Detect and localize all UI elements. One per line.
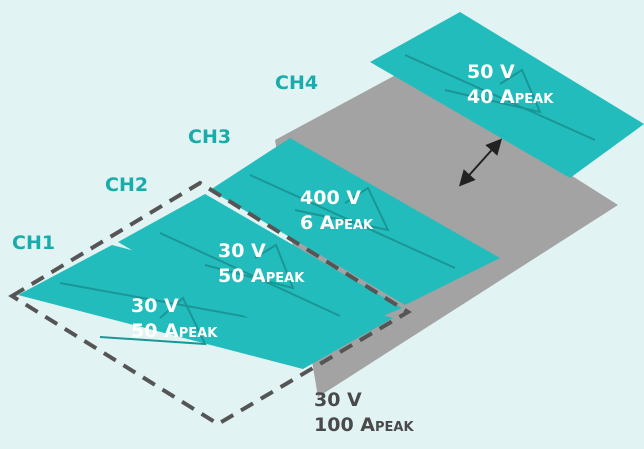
ch3-panel <box>210 138 500 305</box>
ch2-current: 50 APEAK <box>218 265 305 287</box>
ch3-current: 6 APEAK <box>300 212 374 234</box>
ch4-panel <box>370 12 644 178</box>
combined-spec: 30 V 100 APEAK <box>314 388 414 440</box>
ch1-label: CH1 <box>12 232 56 254</box>
ch2-panel <box>118 194 402 350</box>
ch4-current: 40 APEAK <box>467 86 554 108</box>
ch3-spec: 400 V 6 APEAK <box>300 186 373 238</box>
ch1-spec: 30 V 50 APEAK <box>131 294 217 346</box>
combined-voltage: 30 V <box>314 389 362 411</box>
ch4-spec: 50 V 40 APEAK <box>467 60 553 112</box>
ch1-current: 50 APEAK <box>131 320 218 342</box>
ch3-label: CH3 <box>188 126 232 148</box>
ch4-voltage: 50 V <box>467 61 515 83</box>
ch3-voltage: 400 V <box>300 187 361 209</box>
ch2-spec: 30 V 50 APEAK <box>218 239 304 291</box>
combined-dashed-outline <box>8 180 412 427</box>
ch4-label: CH4 <box>275 72 319 94</box>
ch2-label: CH2 <box>105 174 149 196</box>
ch2-voltage: 30 V <box>218 240 266 262</box>
ch1-voltage: 30 V <box>131 295 179 317</box>
double-arrow-icon <box>458 138 503 187</box>
combined-current: 100 APEAK <box>314 414 414 436</box>
